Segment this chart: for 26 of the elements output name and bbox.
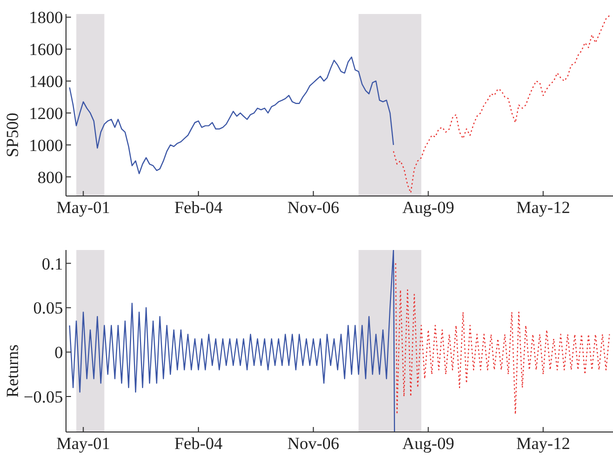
line-series [392, 15, 610, 194]
y-axis-title: Returns [3, 344, 22, 398]
line-series [69, 250, 396, 432]
y-tick-label: −0.05 [24, 388, 63, 407]
x-tick-label: May-12 [516, 198, 570, 218]
x-tick-label: Nov-06 [287, 434, 340, 454]
y-tick-label: 0.05 [33, 298, 63, 318]
y-tick-label: 0.1 [42, 254, 63, 274]
x-tick-label: Aug-09 [402, 198, 454, 218]
y-tick-label: 0 [54, 343, 63, 362]
x-tick-label: May-01 [56, 198, 110, 218]
x-tick-label: Aug-09 [402, 434, 454, 454]
x-tick-label: Nov-06 [287, 198, 340, 218]
x-tick-label: Feb-04 [174, 198, 224, 218]
x-tick-label: May-01 [56, 434, 110, 454]
y-tick-label: 1600 [29, 40, 63, 60]
line-series [395, 262, 610, 415]
y-tick-label: 1400 [29, 72, 63, 92]
y-tick-label: 800 [38, 168, 63, 187]
y-tick-label: 1200 [29, 104, 63, 124]
y-tick-label: 1000 [29, 136, 63, 155]
y-axis-title: SP500 [3, 112, 22, 158]
x-tick-label: May-12 [516, 434, 570, 454]
line-series [69, 56, 394, 174]
x-tick-label: Feb-04 [174, 434, 224, 454]
y-tick-label: 1800 [29, 8, 63, 28]
